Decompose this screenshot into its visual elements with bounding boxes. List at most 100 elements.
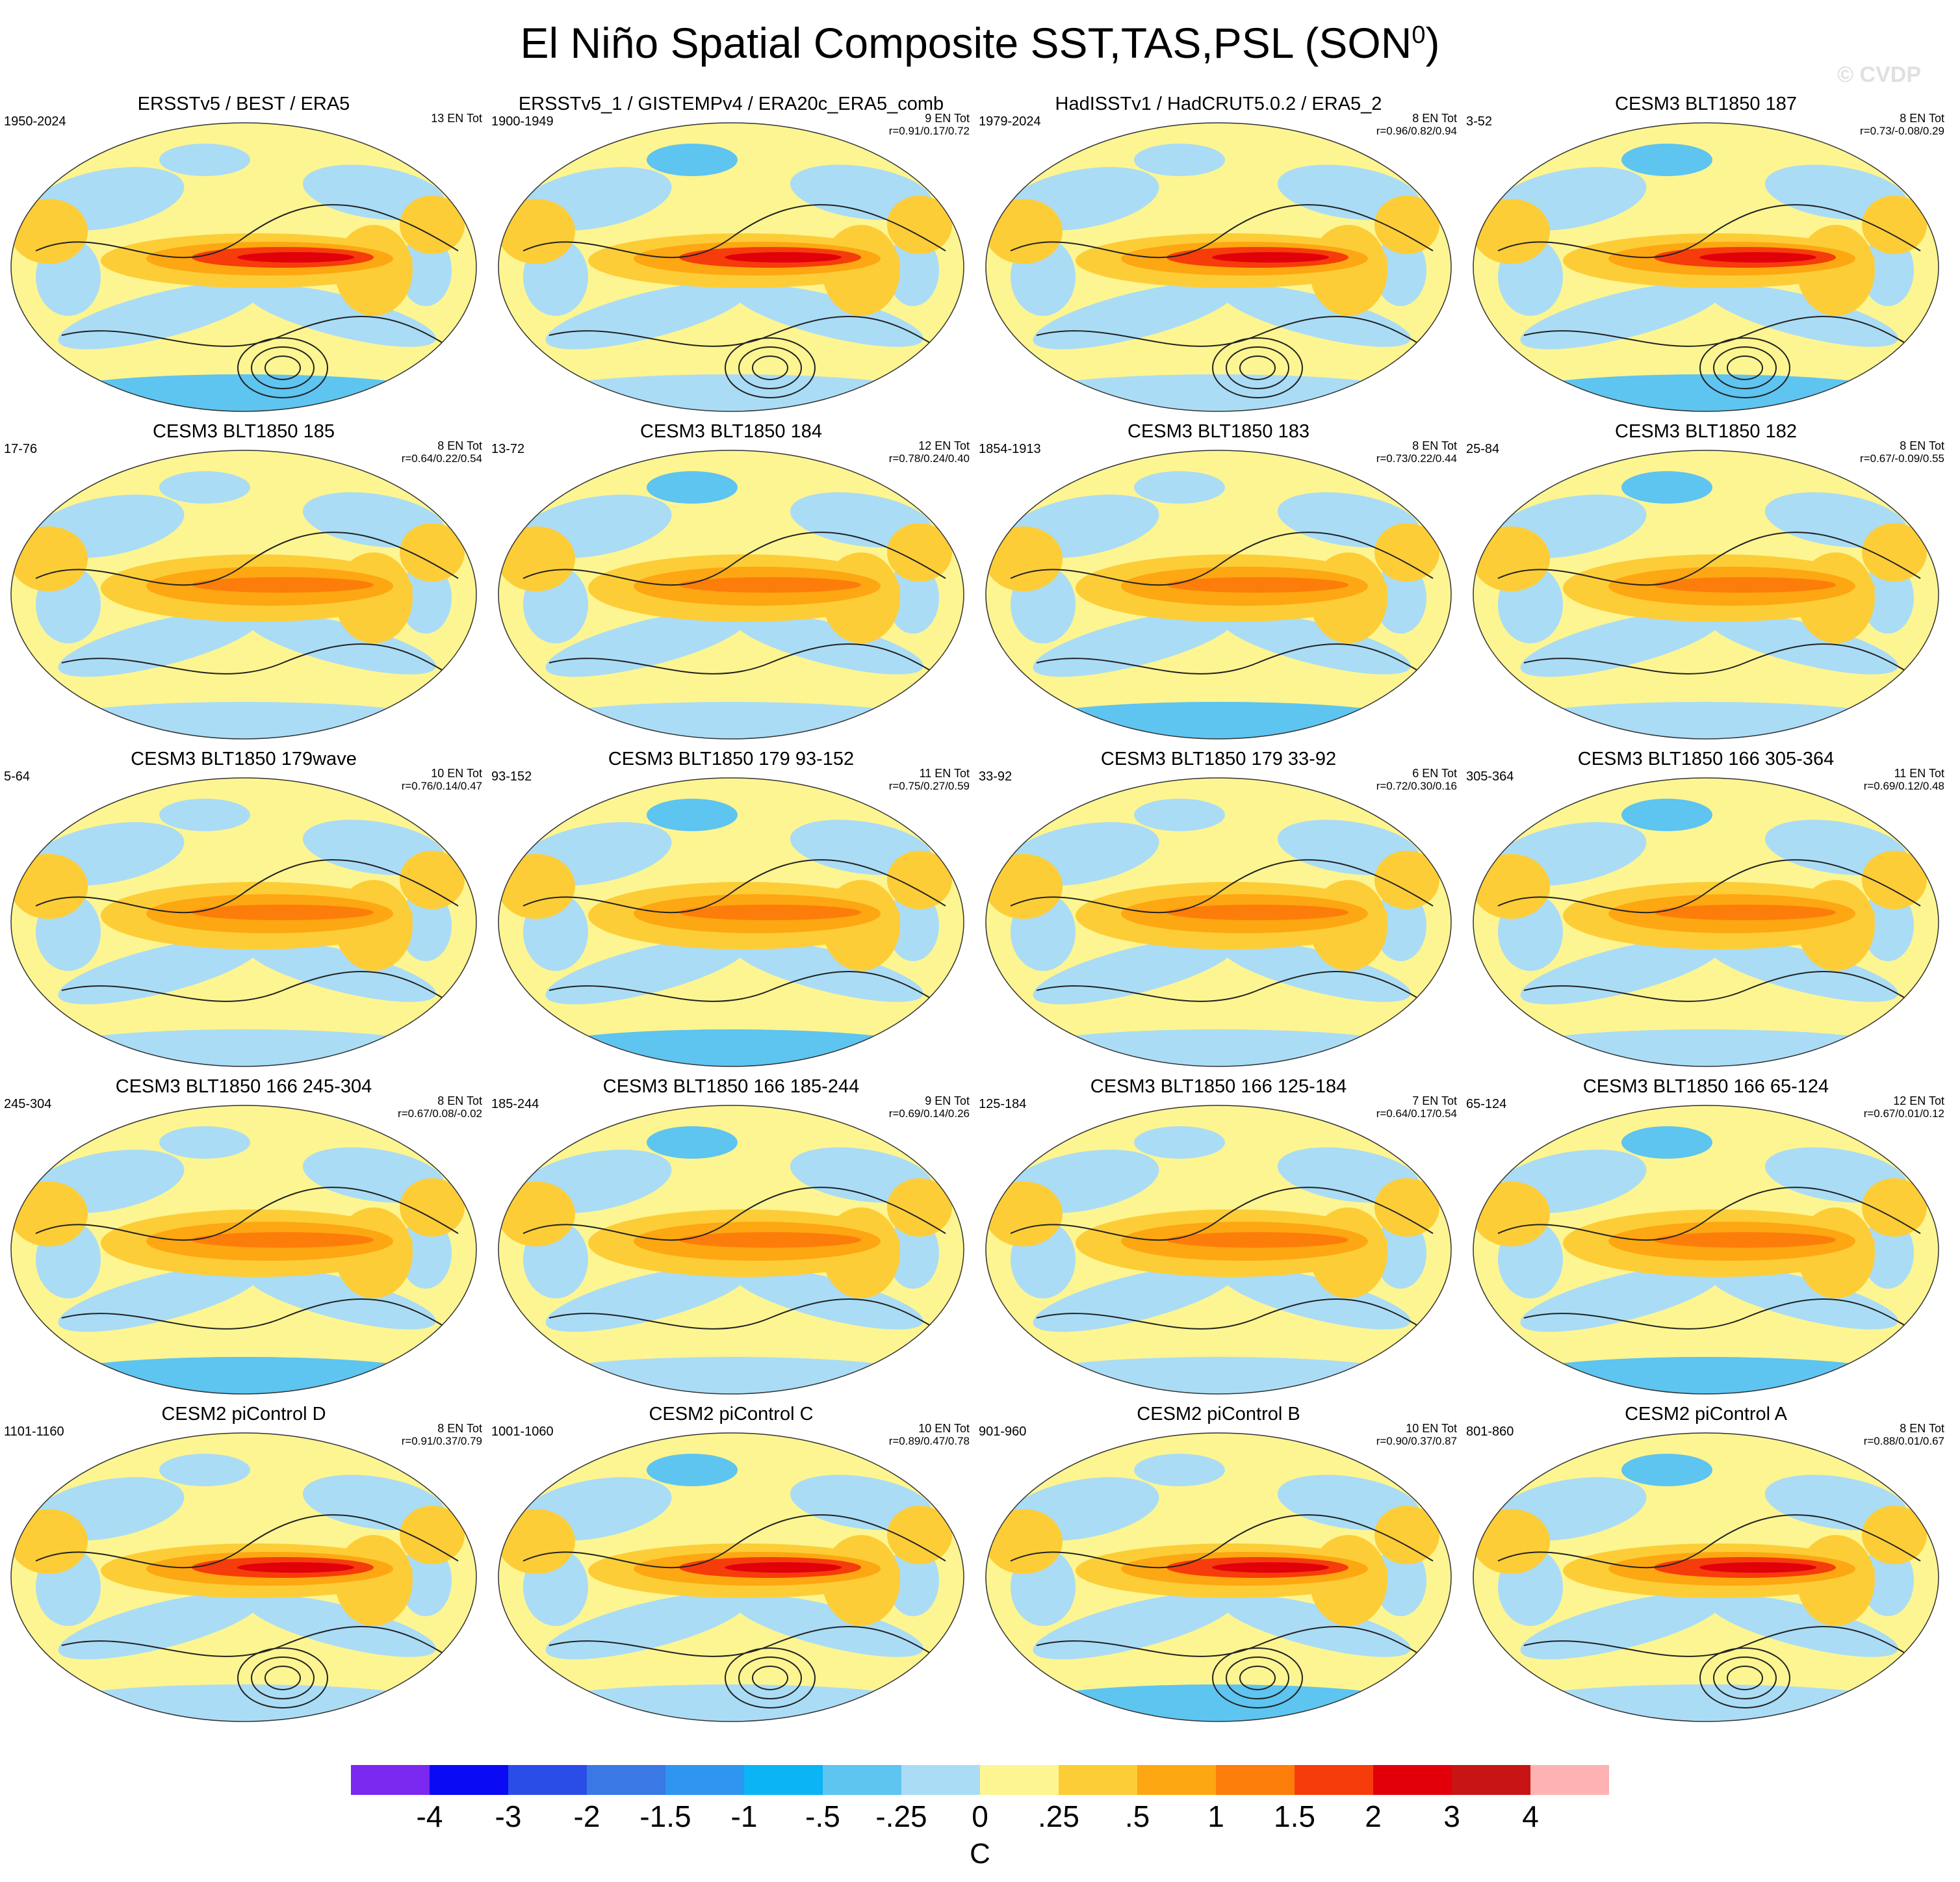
- colorbar-tick-label: .5: [1124, 1799, 1150, 1833]
- map-outline: [498, 450, 964, 740]
- panel-event-count: 8 EN Tot: [437, 439, 482, 452]
- anomaly-patch: [725, 252, 842, 263]
- anomaly-patch: [1473, 526, 1550, 591]
- map-panel: CESM3 BLT1850 166 65-124 65-124 12 EN To…: [1462, 1074, 1950, 1399]
- pressure-contour: [1212, 337, 1303, 398]
- anomaly-patch: [246, 940, 436, 1002]
- colorbar: [351, 1765, 1609, 1795]
- panel-correlation: r=0.69/0.14/0.26: [888, 1107, 970, 1120]
- pressure-contour: [752, 355, 788, 380]
- colorbar-tick-label: -.5: [805, 1799, 840, 1833]
- anomaly-patch: [58, 282, 261, 350]
- colorbar-swatch: [1059, 1765, 1137, 1795]
- map-outline: [1473, 450, 1939, 740]
- pressure-contour: [548, 1626, 940, 1659]
- robinson-map: [10, 122, 477, 412]
- pressure-contour: [1010, 204, 1434, 259]
- map-panel: CESM2 piControl C 1001-1060 10 EN Tot r=…: [487, 1401, 975, 1726]
- panel-correlation: r=0.64/0.17/0.54: [1376, 1107, 1457, 1120]
- panel-title: CESM3 BLT1850 187: [1615, 94, 1797, 114]
- panel-correlation: r=0.67/0.08/-0.02: [398, 1107, 482, 1120]
- pressure-contour: [1226, 346, 1289, 389]
- anomaly-patch: [1024, 1357, 1413, 1394]
- anomaly-patch: [498, 1509, 575, 1574]
- anomaly-patch: [647, 1454, 738, 1486]
- anomaly-patch: [1699, 1562, 1816, 1573]
- pressure-contour: [548, 1298, 940, 1332]
- map-panel: CESM3 BLT1850 166 125-184 125-184 7 EN T…: [975, 1074, 1462, 1399]
- robinson-map: [985, 1105, 1452, 1395]
- pressure-contour: [1497, 1514, 1921, 1569]
- anomaly-patch: [1473, 1181, 1550, 1246]
- anomaly-patch: [887, 196, 952, 254]
- anomaly-patch: [1221, 940, 1411, 1002]
- map-panel: CESM3 BLT1850 187 3-52 8 EN Tot r=0.73/-…: [1462, 91, 1950, 416]
- panel-title: CESM3 BLT1850 182: [1615, 421, 1797, 442]
- anomaly-patch: [536, 702, 926, 739]
- panel-event-count: 10 EN Tot: [1406, 1422, 1457, 1435]
- panel-years: 1979-2024: [979, 114, 1041, 129]
- pressure-contour: [61, 1626, 452, 1659]
- panel-title: CESM3 BLT1850 179 33-92: [1100, 749, 1337, 769]
- anomaly-patch: [400, 851, 465, 909]
- anomaly-patch: [1374, 196, 1439, 254]
- anomaly-patch: [986, 1509, 1063, 1574]
- anomaly-patch: [679, 905, 861, 920]
- panel-title: CESM3 BLT1850 184: [640, 421, 822, 442]
- anomaly-patch: [1167, 1232, 1348, 1248]
- pressure-contour: [522, 1514, 946, 1569]
- pressure-contour: [1036, 1626, 1427, 1659]
- anomaly-patch: [1621, 799, 1712, 831]
- colorbar-swatch: [1452, 1765, 1530, 1795]
- anomaly-patch: [1221, 1595, 1411, 1657]
- robinson-map: [10, 1432, 477, 1722]
- anomaly-patch: [986, 526, 1063, 591]
- panel-title: CESM3 BLT1850 166 125-184: [1090, 1076, 1347, 1097]
- pressure-contour: [522, 204, 946, 259]
- anomaly-patch: [58, 937, 261, 1005]
- panel-correlation: r=0.67/-0.09/0.55: [1860, 452, 1944, 465]
- pressure-contour: [35, 1514, 459, 1569]
- panel-correlation: r=0.73/-0.08/0.29: [1860, 125, 1944, 137]
- colorbar-tick-label: 3: [1443, 1799, 1460, 1833]
- colorbar-swatch: [823, 1765, 901, 1795]
- panel-correlation: r=0.91/0.17/0.72: [888, 125, 970, 137]
- pressure-contour: [1226, 1656, 1289, 1699]
- panel-years: 13-72: [491, 442, 525, 456]
- anomaly-patch: [1699, 252, 1816, 263]
- panel-event-count: 8 EN Tot: [1412, 439, 1457, 452]
- anomaly-patch: [192, 577, 374, 593]
- pressure-contour: [1239, 1666, 1276, 1690]
- map-outline: [498, 1432, 964, 1722]
- map-outline: [1473, 122, 1939, 412]
- panel-years: 33-92: [979, 769, 1012, 784]
- robinson-map: [985, 777, 1452, 1067]
- colorbar-swatch: [1216, 1765, 1295, 1795]
- pressure-contour: [1036, 643, 1427, 677]
- robinson-map: [10, 777, 477, 1067]
- panel-title: CESM2 piControl B: [1137, 1404, 1300, 1424]
- anomaly-patch: [1134, 1454, 1225, 1486]
- colorbar-swatch: [1373, 1765, 1452, 1795]
- anomaly-patch: [545, 1592, 748, 1660]
- pressure-contour: [738, 346, 802, 389]
- map-panel: CESM3 BLT1850 179wave 5-64 10 EN Tot r=0…: [0, 746, 487, 1071]
- panel-title: ERSSTv5 / BEST / ERA5: [137, 94, 350, 114]
- anomaly-patch: [400, 1178, 465, 1237]
- anomaly-patch: [1033, 1265, 1235, 1332]
- anomaly-patch: [159, 471, 250, 504]
- panel-event-count: 6 EN Tot: [1412, 767, 1457, 780]
- map-panel: CESM2 piControl B 901-960 10 EN Tot r=0.…: [975, 1401, 1462, 1726]
- pressure-contour: [264, 1666, 301, 1690]
- anomaly-patch: [1212, 252, 1329, 263]
- anomaly-patch: [1374, 851, 1439, 909]
- anomaly-patch: [647, 799, 738, 831]
- pressure-contour: [1523, 316, 1915, 349]
- pressure-contour: [1010, 1187, 1434, 1241]
- pressure-contour: [522, 1187, 946, 1241]
- panel-event-count: 11 EN Tot: [919, 767, 970, 780]
- anomaly-patch: [1024, 1684, 1413, 1721]
- pressure-contour: [752, 1666, 788, 1690]
- anomaly-patch: [1654, 905, 1836, 920]
- pressure-contour: [1239, 355, 1276, 380]
